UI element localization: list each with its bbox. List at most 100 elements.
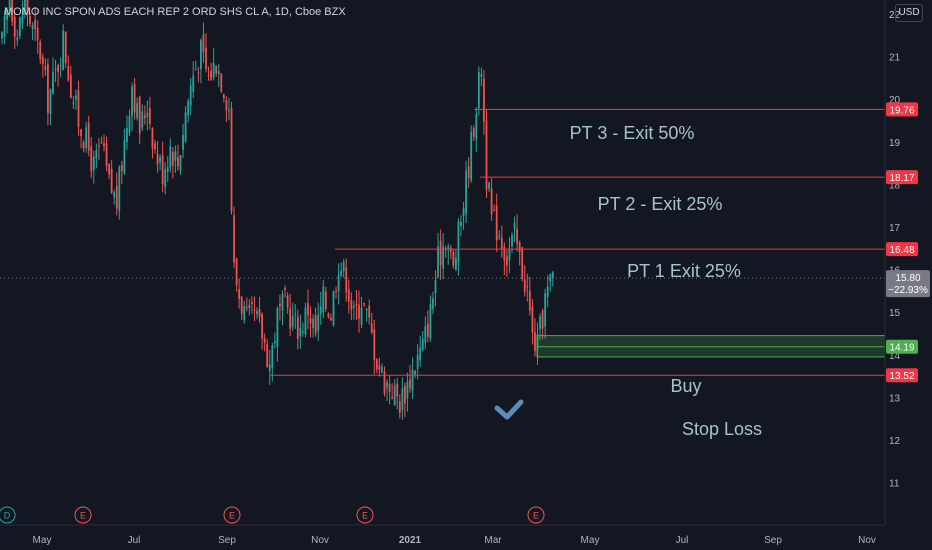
- candle-body: [317, 314, 320, 331]
- candle-body: [531, 306, 534, 333]
- candle-body: [31, 25, 34, 30]
- candle-body: [462, 208, 465, 217]
- candle-body: [411, 369, 414, 392]
- candle-body: [284, 287, 286, 290]
- candle-body: [414, 371, 416, 375]
- price-levels[interactable]: PT 3 - Exit 50% PT 2 - Exit 25% PT 1 Exit …: [270, 108, 886, 439]
- time-axis[interactable]: May Jul Sep Nov 2021 Mar May Jul Sep Nov: [33, 535, 876, 546]
- candle-body: [36, 27, 39, 40]
- candle-body: [314, 315, 317, 334]
- candle-body: [263, 337, 266, 343]
- candle-body: [100, 142, 103, 144]
- candle-body: [483, 78, 485, 122]
- candle-body: [439, 240, 442, 266]
- x-tick-label: May: [33, 535, 52, 546]
- candle-body: [200, 40, 202, 70]
- candle-body: [302, 331, 304, 334]
- candle-body: [271, 345, 274, 369]
- y-tick-label: 19: [889, 138, 901, 149]
- candle-body: [187, 101, 190, 116]
- candle-body: [480, 74, 483, 78]
- y-tick-label: 14: [889, 351, 901, 362]
- candle-body: [261, 314, 263, 339]
- candle-body: [253, 309, 256, 311]
- earnings-marker[interactable]: [74, 506, 92, 524]
- x-tick-label: Jul: [676, 535, 689, 546]
- candle-body: [21, 15, 24, 24]
- candle-body: [355, 303, 358, 306]
- candle-body: [513, 222, 516, 230]
- y-tick-label: 15: [889, 308, 901, 319]
- last-price-change-label: −22.93%: [888, 285, 928, 296]
- candle-body: [312, 318, 314, 328]
- candle-body: [388, 383, 391, 392]
- candle-body: [470, 132, 473, 181]
- candle-body: [11, 0, 14, 22]
- candle-body: [205, 47, 207, 69]
- candle-body: [154, 143, 156, 150]
- candle-body: [472, 128, 475, 137]
- candle-body: [258, 308, 261, 318]
- candle-body: [217, 70, 220, 74]
- candle-body: [47, 64, 49, 113]
- candle-body: [424, 326, 427, 343]
- candle-body: [240, 296, 243, 315]
- candle-body: [549, 274, 552, 282]
- candle-body: [8, 0, 11, 14]
- candle-body: [539, 316, 541, 330]
- x-tick-label: Jul: [128, 535, 141, 546]
- level-annotation: Stop Loss: [682, 419, 762, 439]
- candle-body: [401, 388, 404, 411]
- candle-body: [103, 143, 105, 147]
- event-marker-label: E: [229, 511, 235, 521]
- candle-body: [41, 56, 44, 64]
- candle-body: [273, 341, 276, 344]
- candle-body: [235, 258, 238, 286]
- last-price-label: 15.80: [895, 273, 920, 284]
- candle-body: [291, 316, 294, 327]
- dividend-marker[interactable]: [0, 506, 16, 524]
- candle-body: [92, 156, 95, 171]
- candle-body: [467, 166, 470, 178]
- candle-body: [319, 306, 322, 314]
- candle-body: [289, 308, 292, 329]
- currency-badge[interactable]: USD: [895, 4, 923, 22]
- candle-body: [82, 142, 85, 149]
- candle-body: [212, 62, 215, 78]
- y-tick-label: 17: [889, 223, 901, 234]
- candle-body: [500, 237, 503, 250]
- candle-body: [194, 69, 197, 71]
- candle-body: [169, 146, 172, 168]
- earnings-marker[interactable]: [527, 506, 545, 524]
- candle-body: [332, 291, 335, 326]
- candle-body: [108, 163, 110, 175]
- candle-body: [360, 307, 363, 325]
- candle-body: [189, 85, 192, 106]
- candle-body: [26, 0, 29, 15]
- event-marker-label: E: [362, 511, 368, 521]
- candle-body: [546, 286, 549, 298]
- candle-body: [375, 359, 378, 370]
- candle-body: [179, 155, 182, 171]
- candle-body: [202, 34, 205, 53]
- candle-body: [141, 111, 144, 128]
- earnings-marker[interactable]: [356, 506, 374, 524]
- candle-body: [266, 344, 269, 368]
- candle-body: [404, 386, 406, 404]
- earnings-marker[interactable]: [223, 506, 241, 524]
- candle-body: [1, 32, 3, 39]
- candle-body: [118, 167, 121, 211]
- candle-body: [449, 247, 452, 252]
- candle-body: [457, 221, 460, 263]
- candle-body: [177, 157, 179, 167]
- candle-body: [57, 65, 59, 72]
- candle-body: [304, 307, 307, 335]
- candle-body: [286, 295, 289, 308]
- candle-body: [378, 364, 381, 370]
- candle-body: [171, 151, 174, 166]
- candle-body: [353, 305, 355, 308]
- symbol-title: MOMO INC SPON ADS EACH REP 2 ORD SHS CL …: [4, 6, 346, 18]
- candle-body: [115, 185, 118, 209]
